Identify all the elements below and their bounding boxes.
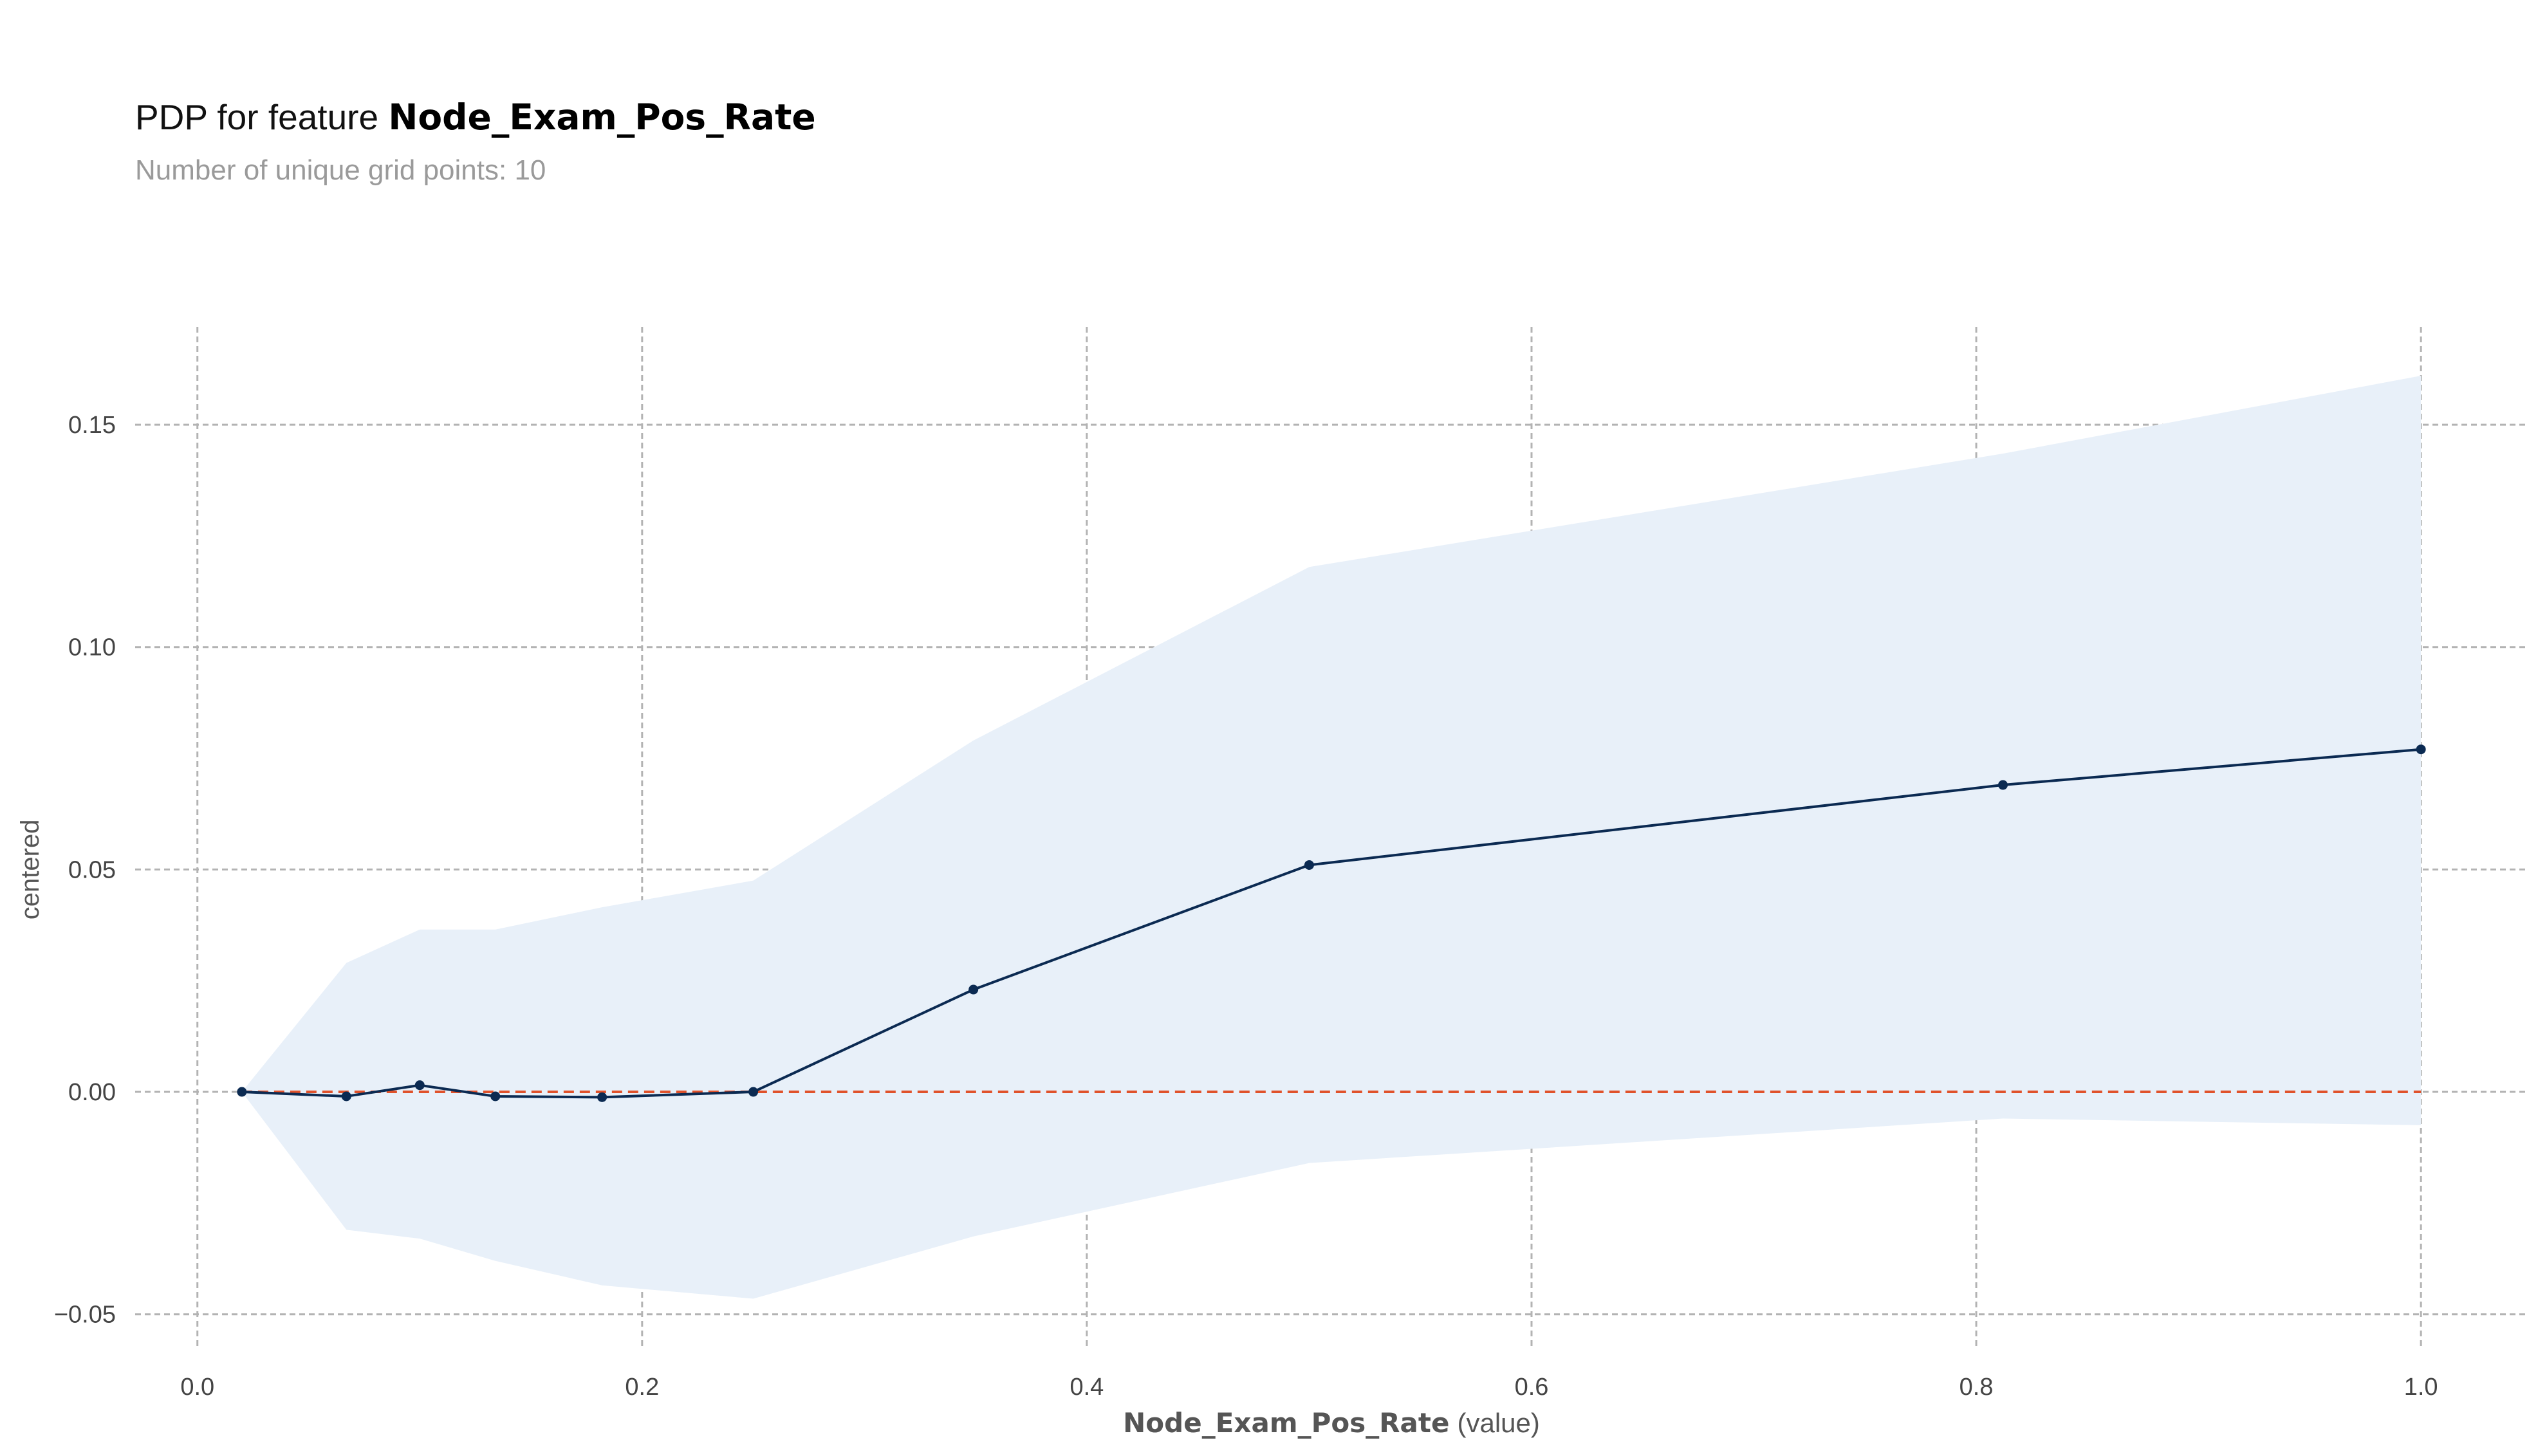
pdp-point-9 — [2416, 744, 2426, 755]
y-tick-label-3: 0.10 — [68, 634, 116, 661]
chart-title: PDP for feature Node_Exam_Pos_Rate — [135, 97, 816, 138]
confidence-band — [241, 376, 2422, 1299]
x-tick-label-1: 0.2 — [625, 1374, 659, 1401]
chart-header: PDP for feature Node_Exam_Pos_Rate Numbe… — [135, 97, 816, 187]
y-axis-label: centered — [16, 820, 44, 920]
pdp-point-3 — [490, 1091, 501, 1101]
feature-name: Node_Exam_Pos_Rate — [388, 97, 816, 138]
x-tick-label-0: 0.0 — [180, 1374, 214, 1401]
title-prefix: PDP for feature — [135, 97, 379, 137]
x-tick-label-5: 1.0 — [2404, 1374, 2438, 1401]
x-tick-label-4: 0.8 — [1959, 1374, 1994, 1401]
chart-subtitle: Number of unique grid points: 10 — [135, 154, 546, 186]
pdp-line — [241, 748, 2422, 1099]
pdp-point-5 — [748, 1087, 759, 1097]
pdp-point-1 — [341, 1091, 351, 1101]
pdp-point-2 — [414, 1080, 425, 1091]
x-axis-feature: Node_Exam_Pos_Rate — [1123, 1407, 1449, 1439]
x-axis-suffix: (value) — [1457, 1408, 1539, 1438]
pdp-point-8 — [1998, 780, 2008, 790]
x-tick-labels: 0.0 0.2 0.4 0.6 0.8 1.0 — [180, 1374, 2438, 1401]
pdp-point-4 — [597, 1092, 607, 1102]
y-tick-label-4: 0.15 — [68, 412, 116, 439]
pdp-points — [237, 744, 2426, 1102]
x-tick-label-3: 0.6 — [1515, 1374, 1549, 1401]
y-tick-label-2: 0.05 — [68, 856, 116, 883]
x-axis-label: Node_Exam_Pos_Rate (value) — [1123, 1407, 1540, 1439]
y-tick-labels: −0.05 0.00 0.05 0.10 0.15 — [54, 412, 116, 1329]
y-tick-label-0: −0.05 — [54, 1302, 116, 1329]
pdp-point-7 — [1304, 860, 1314, 870]
y-tick-label-1: 0.00 — [68, 1079, 116, 1106]
x-tick-label-2: 0.4 — [1070, 1374, 1104, 1401]
pdp-point-6 — [968, 984, 979, 995]
pdp-point-0 — [237, 1087, 247, 1097]
